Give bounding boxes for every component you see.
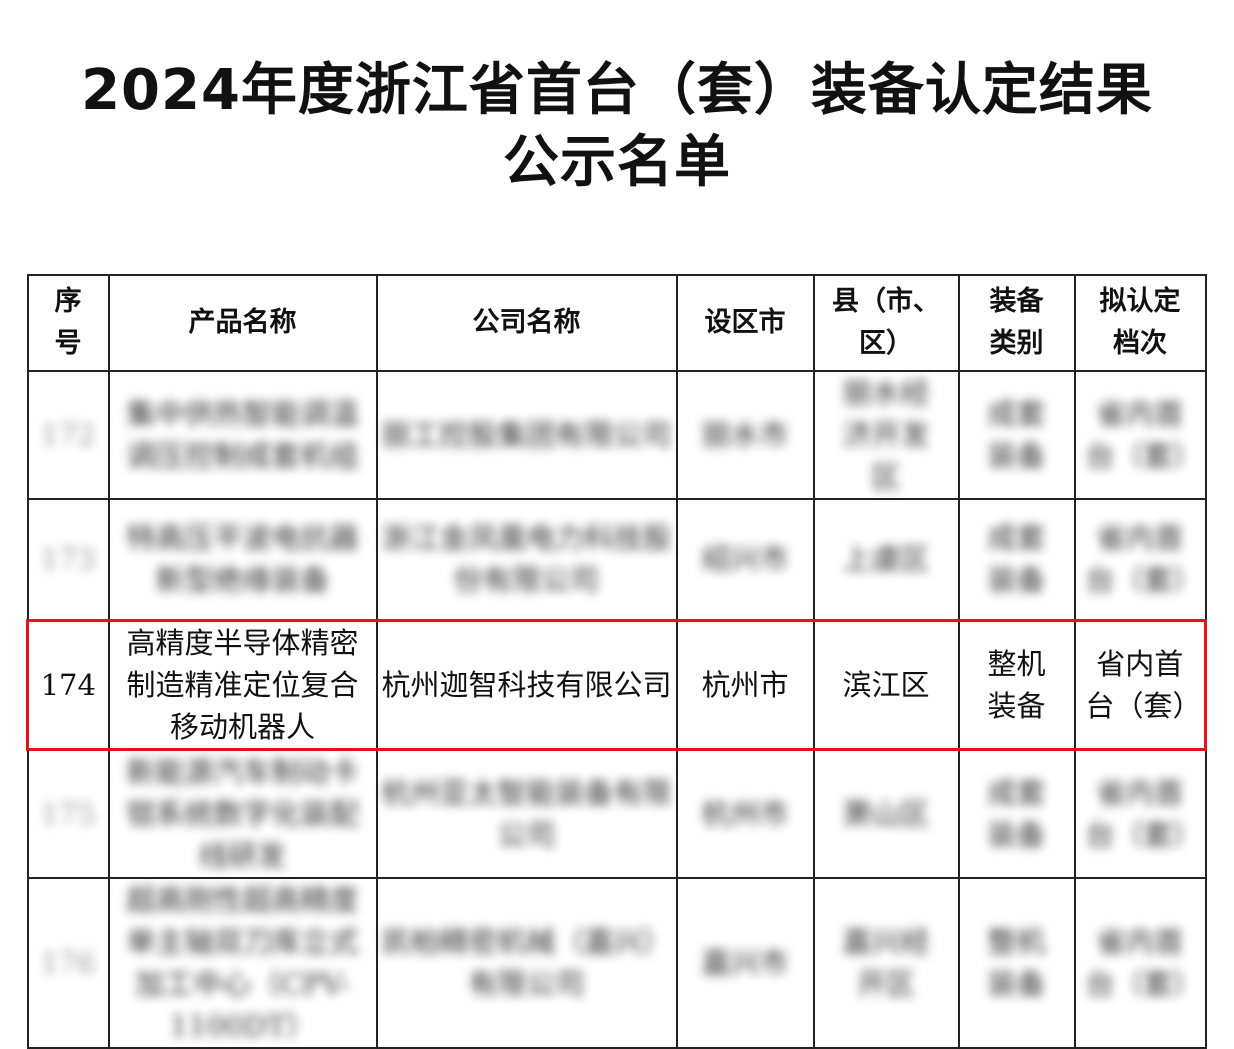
cell-text: 省内首台（套） xyxy=(1085,521,1202,598)
cell-text: 省内首台（套） xyxy=(1085,775,1202,852)
header-product: 产品名称 xyxy=(107,274,378,372)
header-county: 县（市、区） xyxy=(812,274,960,372)
cell-text: 174 xyxy=(40,667,96,702)
cell-product: 超高刚性超高精度单主轴双刀库立式加工中心（CPV-1100DT） xyxy=(107,876,378,1049)
cell-text: 杭州迦智科技有限公司 xyxy=(381,667,672,702)
cell-category: 成套装备 xyxy=(957,370,1076,500)
cell-county: 丽水经济开发区 xyxy=(812,370,960,500)
header-category: 装备类别 xyxy=(957,274,1076,372)
cell-text: 176 xyxy=(40,945,96,980)
cell-product: 新能源汽车制动卡钳系统数字化装配线研发 xyxy=(107,748,378,879)
cell-no: 175 xyxy=(26,748,110,879)
cell-text: 杭州市 xyxy=(701,667,789,702)
cell-city: 绍兴市 xyxy=(675,498,815,621)
cell-city: 杭州市 xyxy=(675,748,815,879)
results-table: 序号 产品名称 公司名称 设区市 县（市、区） 装备类别 拟认定档次 172 集中… xyxy=(26,274,1207,1049)
cell-category: 整机装备 xyxy=(957,876,1076,1049)
cell-no: 174 xyxy=(26,618,110,751)
cell-product: 高精度半导体精密制造精准定位复合移动机器人 xyxy=(107,618,378,751)
cell-tier: 省内首台（套） xyxy=(1073,498,1207,621)
cell-category: 成套装备 xyxy=(957,748,1076,879)
cell-text: 173 xyxy=(40,542,96,577)
cell-category: 成套装备 xyxy=(957,498,1076,621)
cell-text: 凯柏精密机械（嘉兴）有限公司 xyxy=(381,924,672,1001)
cell-company: 凯柏精密机械（嘉兴）有限公司 xyxy=(375,876,678,1049)
cell-no: 176 xyxy=(26,876,110,1049)
header-no: 序号 xyxy=(26,274,110,372)
header-city: 设区市 xyxy=(675,274,815,372)
cell-text: 特高压平波电抗器新型绝缘装备 xyxy=(126,521,359,598)
cell-text: 萧山区 xyxy=(842,796,930,831)
cell-text: 嘉兴市 xyxy=(701,945,789,980)
cell-text: 嘉兴经开区 xyxy=(842,924,930,1001)
cell-text: 绍兴市 xyxy=(701,542,789,577)
cell-city: 丽水市 xyxy=(675,370,815,500)
cell-text: 成套装备 xyxy=(987,775,1046,852)
cell-no: 172 xyxy=(26,370,110,500)
cell-product: 集中供热智能调温调压控制成套机组 xyxy=(107,370,378,500)
cell-text: 滨江区 xyxy=(842,667,930,702)
cell-company: 杭州亚太智能装备有限公司 xyxy=(375,748,678,879)
cell-text: 杭州市 xyxy=(701,796,789,831)
cell-city: 杭州市 xyxy=(675,618,815,751)
cell-text: 新能源汽车制动卡钳系统数字化装配线研发 xyxy=(126,754,359,873)
cell-text: 整机装备 xyxy=(987,646,1046,723)
header-tier: 拟认定档次 xyxy=(1073,274,1207,372)
cell-text: 丽工控股集团有限公司 xyxy=(381,418,672,452)
cell-tier: 省内首台（套） xyxy=(1073,370,1207,500)
cell-category: 整机装备 xyxy=(957,618,1076,751)
cell-text: 上虞区 xyxy=(842,542,930,577)
cell-county: 萧山区 xyxy=(812,748,960,879)
cell-text: 超高刚性超高精度单主轴双刀库立式加工中心（CPV-1100DT） xyxy=(126,882,359,1043)
cell-text: 集中供热智能调温调压控制成套机组 xyxy=(126,397,359,473)
document-title-line2: 公示名单 xyxy=(503,130,731,195)
table-row-blurred: 173 特高压平波电抗器新型绝缘装备 浙江金凤凰电力科技股份有限公司 绍兴市 上虞区 成套… xyxy=(26,498,1207,621)
cell-text: 丽水经济开发区 xyxy=(842,376,930,494)
table-row-highlighted: 174 高精度半导体精密制造精准定位复合移动机器人 杭州迦智科技有限公司 杭州市 滨江区… xyxy=(26,618,1207,751)
cell-text: 整机装备 xyxy=(987,924,1046,1001)
table-row-blurred: 175 新能源汽车制动卡钳系统数字化装配线研发 杭州亚太智能装备有限公司 杭州市 萧山区… xyxy=(26,748,1207,879)
cell-text: 172 xyxy=(40,418,96,452)
cell-county: 嘉兴经开区 xyxy=(812,876,960,1049)
cell-text: 高精度半导体精密制造精准定位复合移动机器人 xyxy=(126,625,359,744)
cell-text: 丽水市 xyxy=(701,418,789,452)
cell-text: 省内首台（套） xyxy=(1085,397,1202,473)
cell-text: 省内首台（套） xyxy=(1085,646,1202,723)
cell-text: 成套装备 xyxy=(987,397,1046,473)
cell-no: 173 xyxy=(26,498,110,621)
cell-tier: 省内首台（套） xyxy=(1073,876,1207,1049)
cell-text: 175 xyxy=(40,796,96,831)
header-company: 公司名称 xyxy=(375,274,678,372)
cell-company: 丽工控股集团有限公司 xyxy=(375,370,678,500)
cell-text: 杭州亚太智能装备有限公司 xyxy=(381,775,672,852)
cell-tier: 省内首台（套） xyxy=(1073,618,1207,751)
cell-text: 成套装备 xyxy=(987,521,1046,598)
cell-text: 省内首台（套） xyxy=(1085,924,1202,1001)
table-row-blurred: 176 超高刚性超高精度单主轴双刀库立式加工中心（CPV-1100DT） 凯柏精密机… xyxy=(26,876,1207,1049)
document-title-line1: 2024年度浙江省首台（套）装备认定结果 xyxy=(81,58,1153,123)
table-row-blurred: 172 集中供热智能调温调压控制成套机组 丽工控股集团有限公司 丽水市 丽水经济开发区成… xyxy=(26,370,1207,500)
cell-county: 上虞区 xyxy=(812,498,960,621)
table-header-row: 序号 产品名称 公司名称 设区市 县（市、区） 装备类别 拟认定档次 xyxy=(26,274,1207,372)
cell-tier: 省内首台（套） xyxy=(1073,748,1207,879)
cell-city: 嘉兴市 xyxy=(675,876,815,1049)
cell-product: 特高压平波电抗器新型绝缘装备 xyxy=(107,498,378,621)
cell-company: 浙江金凤凰电力科技股份有限公司 xyxy=(375,498,678,621)
cell-company: 杭州迦智科技有限公司 xyxy=(375,618,678,751)
cell-county: 滨江区 xyxy=(812,618,960,751)
cell-text: 浙江金凤凰电力科技股份有限公司 xyxy=(381,521,672,598)
